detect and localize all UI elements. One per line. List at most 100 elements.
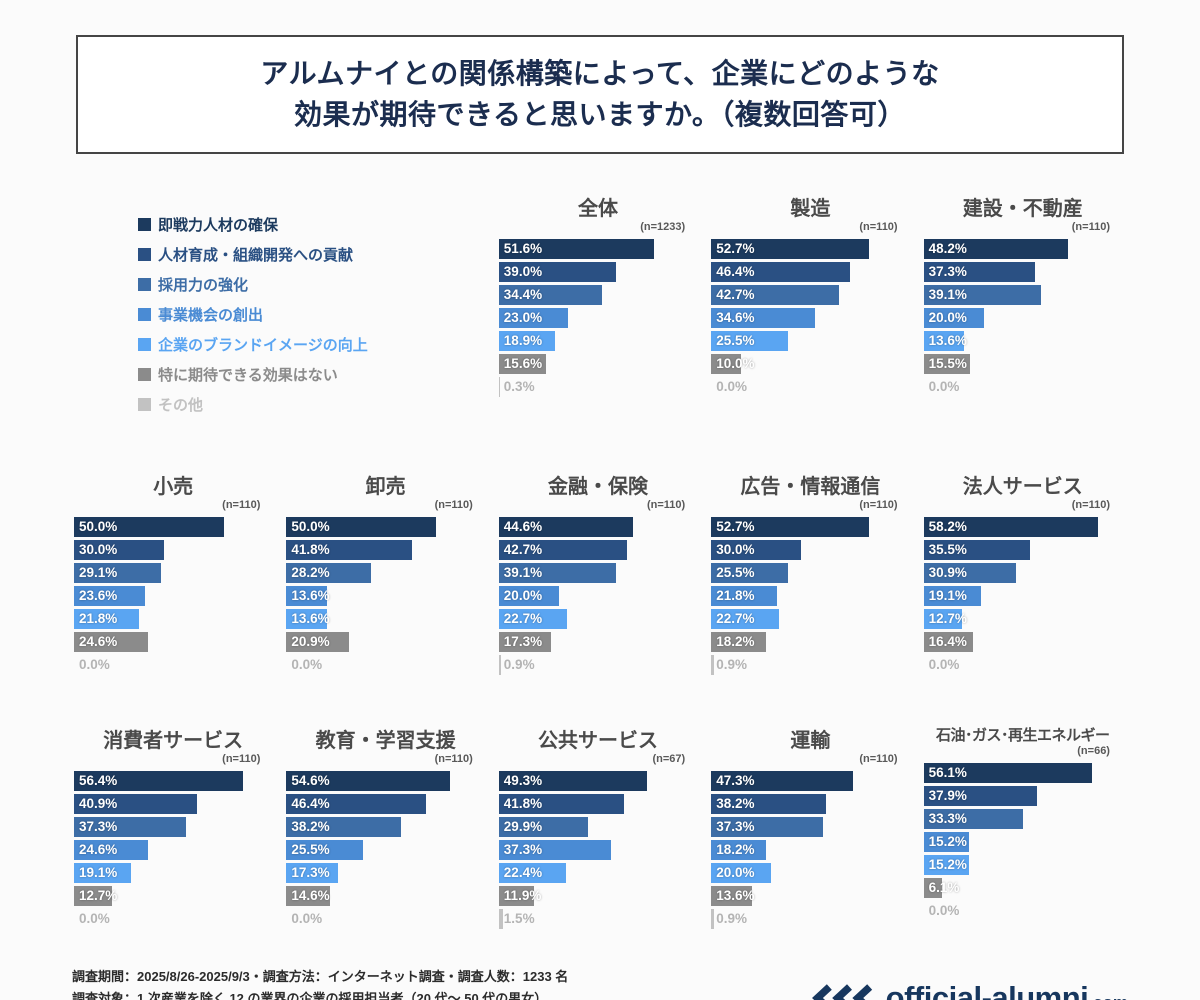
bar — [498, 632, 551, 653]
bar-row: 46.4% — [711, 262, 909, 283]
survey-notes: 調査期間：2025/8/26-2025/9/3・調査方法：インターネット調査・調… — [72, 966, 568, 1000]
bar-row: 0.0% — [924, 655, 1122, 675]
bar — [286, 863, 339, 884]
bar-value-label: 22.4% — [503, 865, 543, 881]
bar-value-label: 37.3% — [503, 842, 543, 858]
bar-row: 14.6% — [286, 886, 484, 907]
bar-value-label: 25.5% — [716, 565, 755, 581]
bar-row: 56.1% — [923, 763, 1122, 784]
bar-row: 41.8% — [286, 540, 484, 561]
bar-value-label: 51.6% — [503, 241, 543, 257]
bar-row: 58.2% — [923, 517, 1122, 538]
bar — [74, 771, 244, 792]
chart-4: 小売 (n=110) 50.0% 30.0% 29.1% 23.6% 21.8% 24.6% 0… — [72, 470, 278, 678]
bar — [711, 563, 788, 584]
bar — [711, 331, 788, 352]
bar-value-label: 56.4% — [79, 773, 118, 789]
legend-item-2: 人材育成・組織開発への貢献 — [138, 244, 491, 265]
bar-value-label: 0.0% — [928, 379, 960, 395]
bar — [923, 786, 1038, 807]
footer: 調査期間：2025/8/26-2025/9/3・調査方法：インターネット調査・調… — [0, 966, 1200, 1000]
bar-group: 50.0% 30.0% 29.1% 23.6% 21.8% 24.6% 0.0% — [74, 517, 272, 675]
sample-size-label: (n=110) — [646, 499, 686, 512]
bar-row: 18.9% — [498, 331, 697, 352]
bar-row: 15.6% — [498, 354, 697, 375]
logo-tld: .com — [1088, 993, 1128, 1000]
bar-row: 0.9% — [498, 655, 697, 676]
bar — [74, 609, 140, 630]
sample-size-label: (n=110) — [859, 753, 898, 766]
bar-row: 21.8% — [74, 609, 272, 630]
bar-value-label: 21.8% — [79, 611, 118, 627]
survey-infographic: アルムナイとの関係構築によって、企業にどのような 効果が期待できると思いますか。… — [0, 35, 1200, 1000]
bar-value-label: 46.4% — [291, 796, 330, 812]
bar-row: 10.0% — [711, 354, 909, 375]
bar — [498, 909, 504, 930]
bar-value-label: 15.2% — [928, 834, 967, 850]
bar-row: 40.9% — [74, 794, 272, 815]
bar-row: 29.9% — [498, 817, 697, 838]
charts-grid: 即戦力人材の確保 人材育成・組織開発への貢献 採用力の強化 事業機会の創出 企業のブラン… — [0, 192, 1200, 932]
chart-title: 金融・保険 — [547, 476, 648, 499]
bar — [498, 863, 566, 884]
bar — [498, 377, 500, 398]
title-box: アルムナイとの関係構築によって、企業にどのような 効果が期待できると思いますか。… — [76, 35, 1124, 155]
bar-row: 6.1% — [923, 878, 1122, 899]
bar-value-label: 29.9% — [503, 819, 543, 835]
bar — [923, 285, 1041, 306]
bar-value-label: 12.7% — [928, 611, 967, 627]
bar — [498, 609, 567, 630]
bar-row: 39.0% — [498, 262, 697, 283]
bar — [711, 655, 714, 676]
chart-title: 製造 — [790, 198, 831, 221]
bar-value-label: 14.6% — [291, 888, 330, 904]
bar-row: 16.4% — [923, 632, 1122, 653]
bar-value-label: 40.9% — [79, 796, 118, 812]
bar-value-label: 50.0% — [79, 519, 118, 535]
bar-value-label: 33.3% — [928, 811, 967, 827]
bar-value-label: 18.9% — [503, 333, 543, 349]
official-alumni-logo: official-alumni.com — [811, 980, 1128, 1000]
bar — [923, 763, 1092, 784]
sample-size-label: (n=110) — [434, 499, 473, 512]
bar — [498, 771, 647, 792]
bar — [711, 794, 826, 815]
legend-item-6: 特に期待できる効果はない — [138, 364, 491, 385]
sample-size-label: (n=110) — [1071, 221, 1110, 234]
bar — [923, 855, 970, 876]
bar-row: 18.2% — [711, 840, 909, 861]
bar — [74, 840, 148, 861]
bar-row: 47.3% — [711, 771, 909, 792]
chart-title: 小売 — [153, 476, 194, 499]
bar-row: 0.0% — [711, 377, 909, 397]
bar-value-label: 56.1% — [928, 765, 967, 781]
bar-row: 48.2% — [923, 239, 1122, 260]
legend-swatch-icon — [138, 398, 151, 412]
bar — [286, 817, 401, 838]
bar — [498, 817, 589, 838]
bar-row: 0.3% — [498, 377, 697, 398]
bar — [711, 909, 714, 930]
bar-value-label: 24.6% — [79, 634, 118, 650]
bar-value-label: 0.9% — [716, 657, 747, 673]
bar-value-label: 20.0% — [503, 588, 543, 604]
chart-5: 卸売 (n=110) 50.0% 41.8% 28.2% 13.6% 13.6% 20.9% 0… — [284, 470, 490, 678]
bar-value-label: 17.3% — [503, 634, 543, 650]
bar-row: 15.2% — [923, 832, 1122, 853]
bar-row: 30.9% — [923, 563, 1122, 584]
bar-row: 13.6% — [923, 331, 1122, 352]
chart-title: 教育・学習支援 — [315, 730, 456, 753]
logo-chevrons-icon — [811, 984, 872, 1000]
chart-2: 製造 (n=110) 52.7% 46.4% 42.7% 34.6% 25.5% 10.0% 0… — [709, 192, 915, 424]
chart-title: 建設・不動産 — [962, 198, 1083, 221]
bar-value-label: 37.3% — [716, 819, 755, 835]
bar-value-label: 6.1% — [928, 880, 960, 896]
bar-value-label: 18.2% — [716, 634, 755, 650]
bar-value-label: 16.4% — [928, 634, 967, 650]
bar — [286, 563, 371, 584]
bar — [711, 632, 766, 653]
bar-row: 19.1% — [74, 863, 272, 884]
bar-row: 22.7% — [498, 609, 697, 630]
bar-row: 52.7% — [711, 517, 909, 538]
bar-row: 37.9% — [923, 786, 1122, 807]
